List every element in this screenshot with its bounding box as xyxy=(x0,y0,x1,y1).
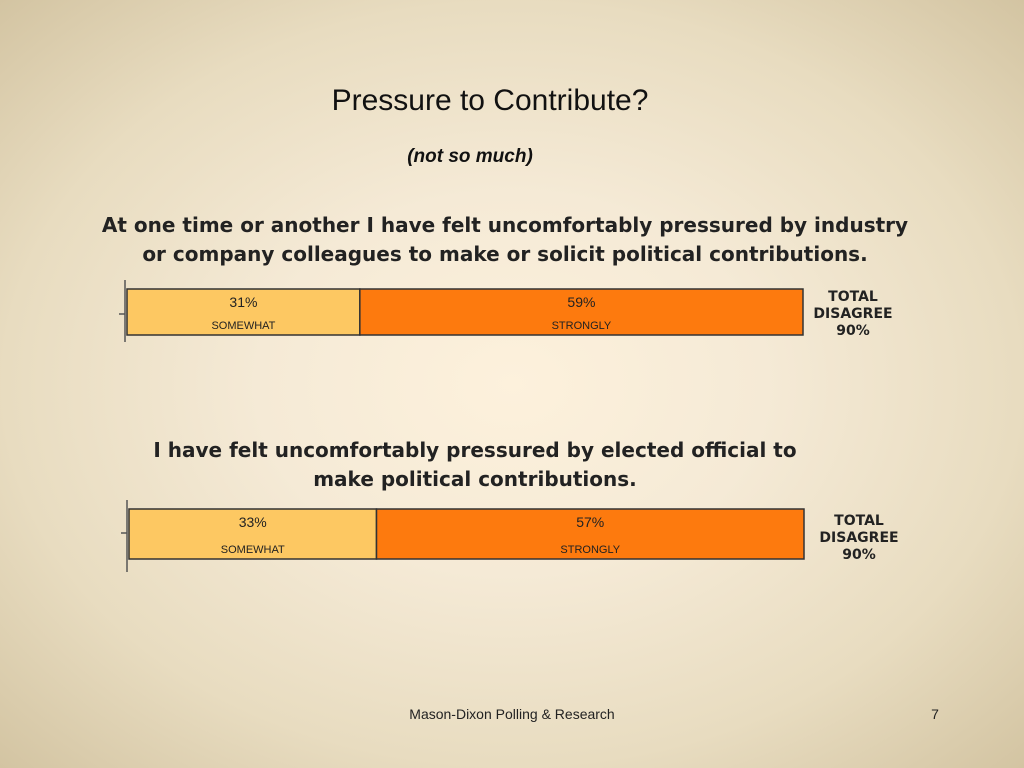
series-label-strongly: STRONGLY xyxy=(560,544,620,556)
slide-subtitle: (not so much) xyxy=(407,146,533,167)
bar-segment-somewhat xyxy=(126,288,361,336)
value-label-strongly: 59% xyxy=(567,294,595,310)
total-label-line-3: 90% xyxy=(836,323,870,339)
series-label-strongly: STRONGLY xyxy=(552,320,612,332)
total-label-line-1: TOTAL xyxy=(834,513,884,529)
bar-segment-strongly xyxy=(375,508,805,560)
chart-1-title: At one time or another I have felt uncom… xyxy=(101,213,909,266)
value-label-somewhat: 31% xyxy=(229,294,257,310)
series-label-somewhat: SOMEWHAT xyxy=(221,544,285,556)
total-label-line-1: TOTAL xyxy=(828,289,878,305)
value-label-somewhat: 33% xyxy=(239,514,267,530)
footer-source: Mason-Dixon Polling & Research xyxy=(409,706,615,722)
chart-2-title: I have felt uncomfortably pressured by e… xyxy=(153,438,797,491)
total-label-line-2: DISAGREE xyxy=(819,530,898,546)
value-label-strongly: 57% xyxy=(576,514,604,530)
bar-segment-strongly xyxy=(359,288,804,336)
page-number: 7 xyxy=(931,706,939,722)
series-label-somewhat: SOMEWHAT xyxy=(211,320,275,332)
slide-title: Pressure to Contribute? xyxy=(331,84,649,117)
total-label-line-3: 90% xyxy=(842,547,876,563)
total-label-line-2: DISAGREE xyxy=(813,306,892,322)
bar-segment-somewhat xyxy=(128,508,378,560)
